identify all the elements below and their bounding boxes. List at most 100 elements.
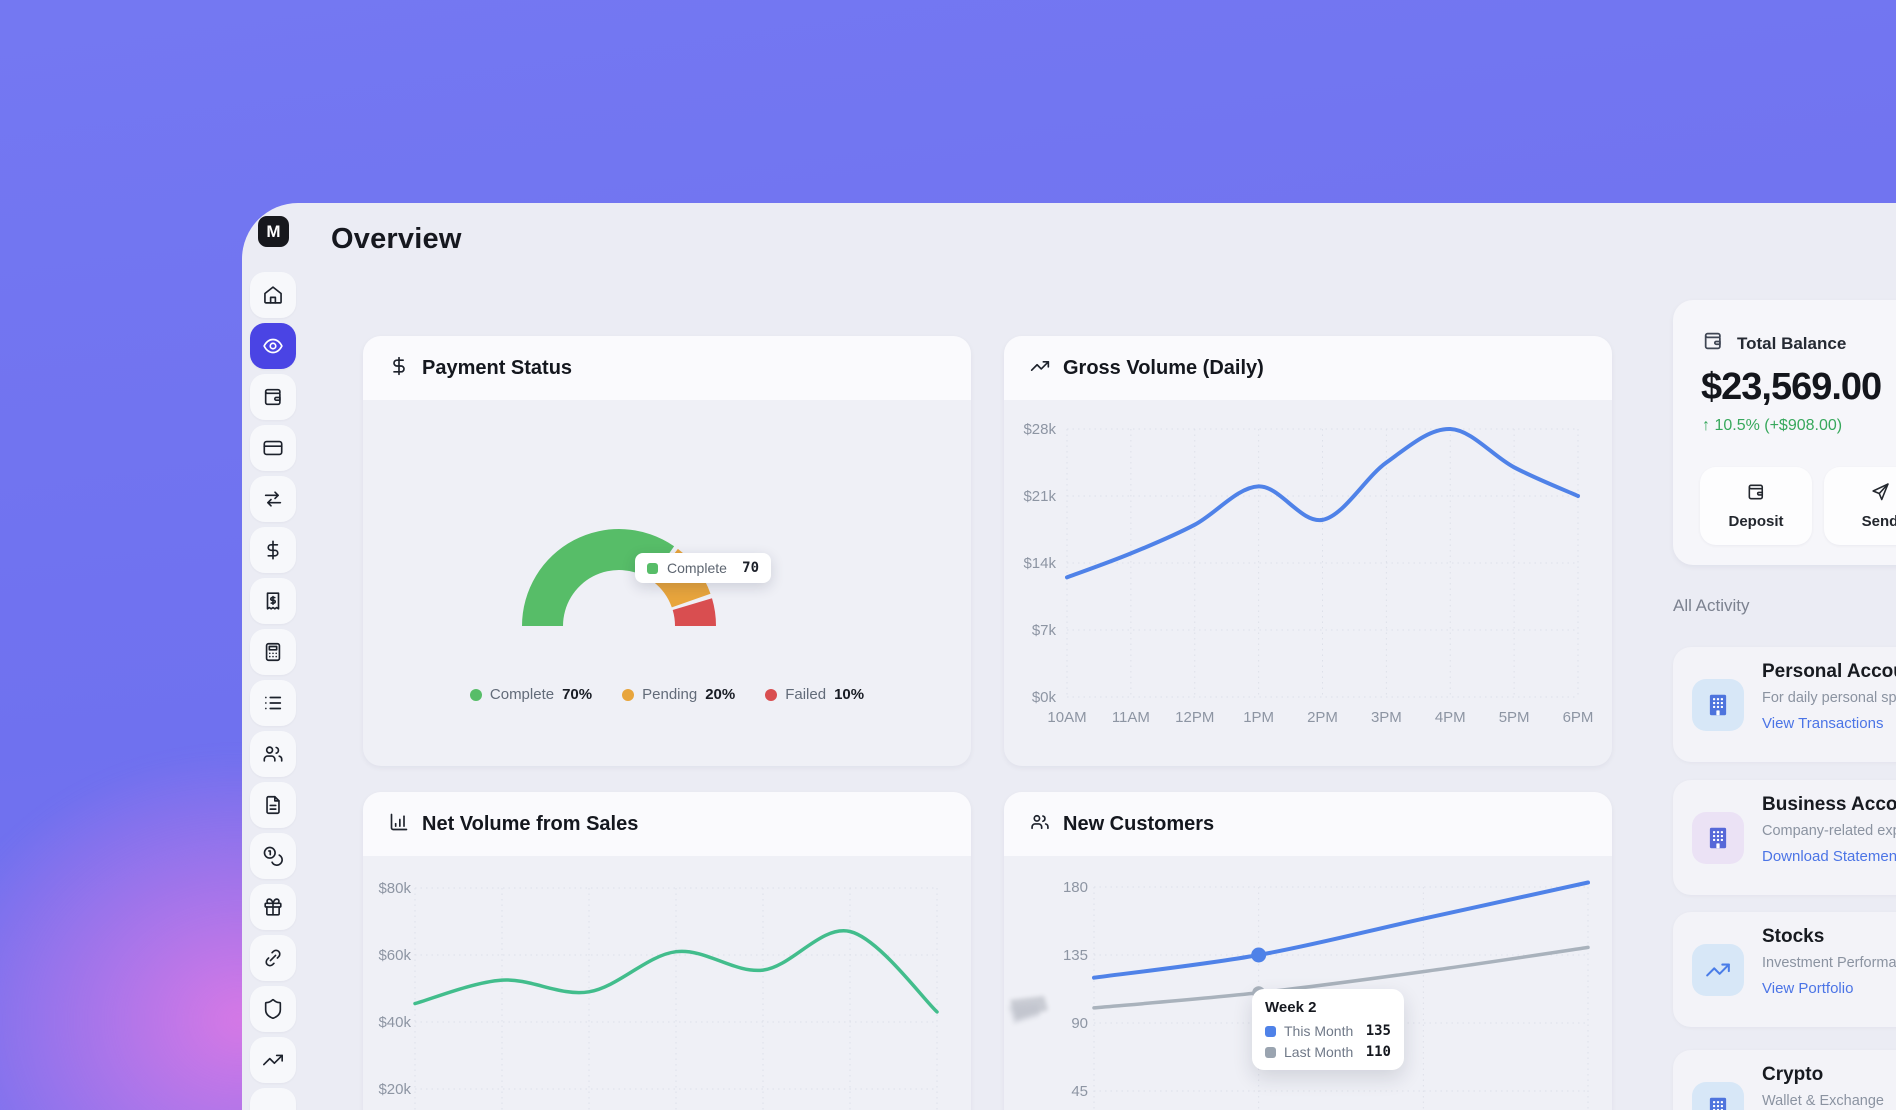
- sidebar-item-lists[interactable]: [250, 680, 296, 726]
- legend-value: 20%: [705, 686, 736, 703]
- activity-item-crypto[interactable]: Crypto Wallet & Exchange: [1673, 1050, 1896, 1110]
- tooltip-row-this-month: This Month 135: [1265, 1023, 1391, 1039]
- dashboard-panel: M Overview Payment Status Complete 70 Co…: [242, 203, 1896, 1110]
- svg-text:6PM: 6PM: [1563, 709, 1594, 726]
- legend-item-failed[interactable]: Failed 10%: [765, 686, 864, 703]
- activity-title: Business Account: [1762, 794, 1896, 815]
- users-icon: [1030, 812, 1050, 837]
- users-icon: [262, 743, 284, 765]
- trending-up-icon: [262, 1049, 284, 1071]
- activity-item-business-account[interactable]: Business Account Company-related expenses…: [1673, 780, 1896, 895]
- tooltip-title: Week 2: [1265, 999, 1317, 1016]
- gross-volume-card: Gross Volume (Daily) $28k $21k $14k $7k $0k 1…: [1004, 336, 1612, 766]
- sidebar-item-payments[interactable]: [250, 527, 296, 573]
- sidebar-item-invoices[interactable]: [250, 578, 296, 624]
- activity-link[interactable]: Download Statement: [1762, 848, 1896, 865]
- sidebar-item-more[interactable]: [250, 1088, 296, 1110]
- activity-subtitle: Company-related expenses: [1762, 823, 1896, 839]
- deposit-button[interactable]: Deposit: [1700, 467, 1812, 545]
- sidebar-item-security[interactable]: [250, 986, 296, 1032]
- svg-text:135: 135: [1063, 947, 1088, 964]
- activity-title: Crypto: [1762, 1064, 1824, 1085]
- cursor-artifact: [1008, 996, 1048, 1024]
- gross-volume-chart[interactable]: $28k $21k $14k $7k $0k 10AM 11AM 12PM 1PM 2PM 3PM 4…: [1004, 400, 1612, 760]
- legend-value: 70%: [562, 686, 593, 703]
- net-volume-chart[interactable]: $80k $60k $40k $20k: [363, 856, 971, 1110]
- activity-item-personal-account[interactable]: Personal Account For daily personal spend…: [1673, 647, 1896, 762]
- total-balance-card: Total Balance $23,569.00 ↑ 10.5% (+$908.…: [1673, 300, 1896, 565]
- svg-text:45: 45: [1071, 1083, 1088, 1100]
- svg-text:$21k: $21k: [1023, 488, 1056, 505]
- svg-text:$80k: $80k: [378, 880, 411, 897]
- svg-text:$0k: $0k: [1032, 689, 1057, 706]
- svg-text:11AM: 11AM: [1112, 709, 1150, 726]
- tooltip-swatch-complete: [647, 562, 658, 574]
- svg-text:$40k: $40k: [378, 1014, 411, 1031]
- dollar-icon: [262, 539, 284, 561]
- shield-icon: [262, 998, 284, 1020]
- sidebar-item-overview[interactable]: [250, 323, 296, 369]
- building-icon: [1692, 1081, 1744, 1110]
- tooltip-label: Complete: [667, 560, 727, 576]
- total-balance-actions: Deposit Send: [1700, 467, 1896, 545]
- sidebar-item-coins[interactable]: [250, 833, 296, 879]
- gross-volume-header: Gross Volume (Daily): [1004, 336, 1612, 400]
- activity-subtitle: Wallet & Exchange: [1762, 1093, 1884, 1109]
- sidebar-item-transfers[interactable]: [250, 476, 296, 522]
- svg-text:180: 180: [1063, 879, 1088, 896]
- svg-text:10AM: 10AM: [1047, 709, 1086, 726]
- sidebar-item-customers[interactable]: [250, 731, 296, 777]
- legend-item-complete[interactable]: Complete 70%: [469, 686, 593, 703]
- sidebar-item-documents[interactable]: [250, 782, 296, 828]
- eye-icon: [262, 335, 284, 357]
- building-icon: [1692, 811, 1744, 864]
- sidebar: [250, 272, 296, 1110]
- page-title: Overview: [331, 223, 462, 255]
- new-customers-title: New Customers: [1063, 812, 1215, 835]
- payment-status-title: Payment Status: [422, 356, 573, 379]
- credit-card-icon: [262, 437, 284, 459]
- app-logo[interactable]: M: [258, 216, 289, 247]
- total-balance-head: Total Balance: [1702, 330, 1846, 357]
- total-balance-change: ↑ 10.5% (+$908.00): [1702, 417, 1843, 434]
- svg-text:5PM: 5PM: [1499, 709, 1530, 726]
- all-activity-heading: All Activity: [1673, 596, 1750, 615]
- legend-value: 10%: [834, 686, 865, 703]
- svg-text:2PM: 2PM: [1307, 709, 1338, 726]
- sidebar-item-home[interactable]: [250, 272, 296, 318]
- wallet-icon: [1746, 482, 1766, 506]
- payment-status-legend: Complete 70% Pending 20% Failed 10%: [363, 686, 971, 703]
- legend-dot: [765, 688, 778, 701]
- sidebar-item-cards[interactable]: [250, 425, 296, 471]
- send-button[interactable]: Send: [1824, 467, 1896, 545]
- receipt-icon: [262, 590, 284, 612]
- svg-text:1PM: 1PM: [1243, 709, 1274, 726]
- new-customers-chart[interactable]: 180 135 90 45: [1004, 856, 1612, 1110]
- legend-label: Failed: [785, 686, 827, 703]
- svg-text:12PM: 12PM: [1175, 709, 1214, 726]
- activity-link[interactable]: View Transactions: [1762, 715, 1884, 732]
- svg-text:$28k: $28k: [1023, 421, 1056, 438]
- trending-up-icon: [1692, 943, 1744, 996]
- legend-dot: [622, 688, 635, 701]
- sidebar-item-calculator[interactable]: [250, 629, 296, 675]
- activity-item-stocks[interactable]: Stocks Investment Performance View Portfol…: [1673, 912, 1896, 1027]
- tooltip-value: 110: [1365, 1044, 1391, 1060]
- legend-item-pending[interactable]: Pending 20%: [622, 686, 735, 703]
- sidebar-item-rewards[interactable]: [250, 884, 296, 930]
- sidebar-item-analytics[interactable]: [250, 1037, 296, 1083]
- sidebar-item-links[interactable]: [250, 935, 296, 981]
- new-customers-card: New Customers 180 135 90 45 Week 2 This Mon…: [1004, 792, 1612, 1110]
- svg-text:$7k: $7k: [1032, 622, 1057, 639]
- svg-text:$14k: $14k: [1023, 555, 1056, 572]
- net-volume-header: Net Volume from Sales: [363, 792, 971, 856]
- gauge-tooltip: Complete 70: [635, 553, 771, 583]
- total-balance-label: Total Balance: [1737, 333, 1847, 353]
- home-icon: [262, 284, 284, 306]
- activity-subtitle: For daily personal spending: [1762, 690, 1896, 706]
- activity-title: Stocks: [1762, 926, 1825, 947]
- dollar-icon: [389, 356, 409, 381]
- svg-text:4PM: 4PM: [1435, 709, 1466, 726]
- activity-link[interactable]: View Portfolio: [1762, 980, 1854, 997]
- sidebar-item-wallet[interactable]: [250, 374, 296, 420]
